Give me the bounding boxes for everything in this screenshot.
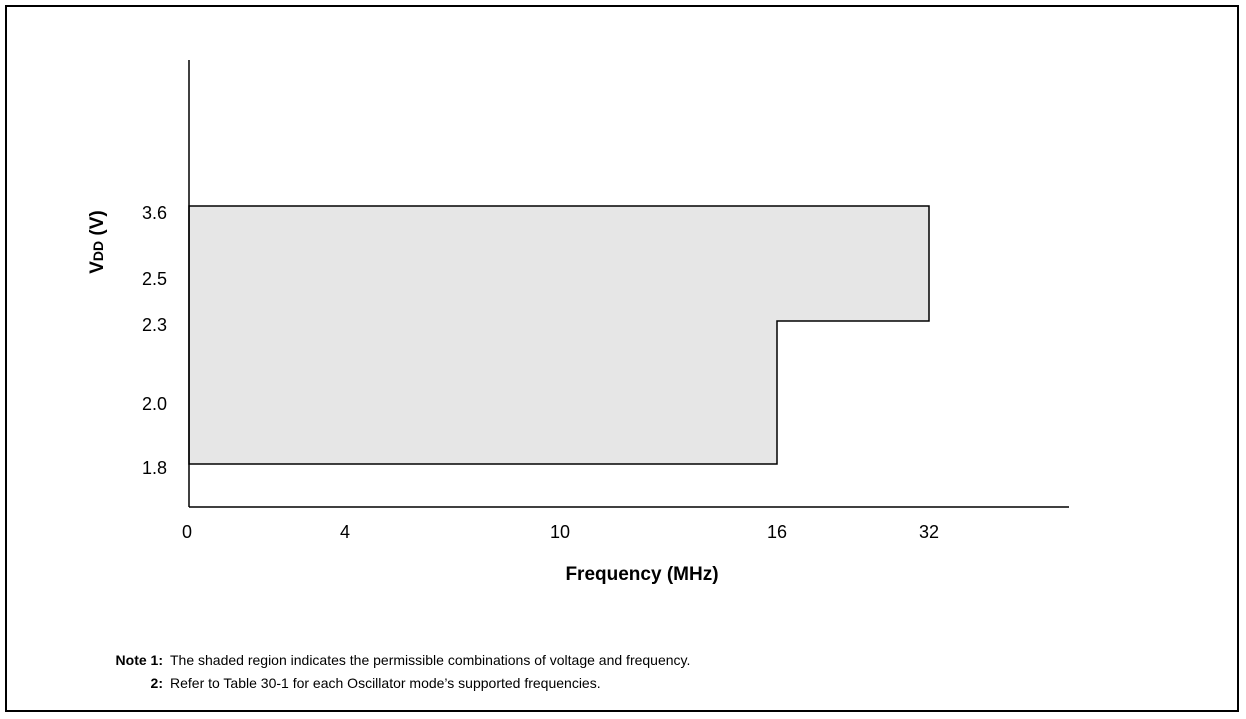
note-2-prefix: 2: bbox=[150, 675, 163, 691]
y-tick-label: 2.3 bbox=[142, 315, 167, 335]
y-tick-label: 1.8 bbox=[142, 458, 167, 478]
note-1-text: The shaded region indicates the permissi… bbox=[170, 652, 691, 668]
y-axis-title-sub: DD bbox=[90, 241, 106, 261]
svg-text:VDD (V): VDD (V) bbox=[87, 210, 108, 274]
x-tick-label: 16 bbox=[767, 522, 787, 542]
y-tick-label: 3.6 bbox=[142, 203, 167, 223]
note-2-text: Refer to Table 30-1 for each Oscillator … bbox=[170, 675, 601, 691]
x-tick-label: 4 bbox=[340, 522, 350, 542]
y-axis-title-main: V bbox=[87, 261, 108, 274]
x-tick-label: 10 bbox=[550, 522, 570, 542]
y-axis-title-tail: (V) bbox=[87, 210, 108, 241]
x-axis-title: Frequency (MHz) bbox=[565, 564, 718, 585]
y-tick-label: 2.5 bbox=[142, 269, 167, 289]
operating-region bbox=[188, 205, 930, 465]
note-1-prefix: Note 1: bbox=[115, 652, 163, 668]
x-tick-label: 0 bbox=[182, 522, 192, 542]
y-tick-label: 2.0 bbox=[142, 394, 167, 414]
figure-frame bbox=[5, 5, 1239, 712]
x-tick-label: 32 bbox=[919, 522, 939, 542]
y-axis-title: VDD (V) bbox=[87, 210, 108, 274]
